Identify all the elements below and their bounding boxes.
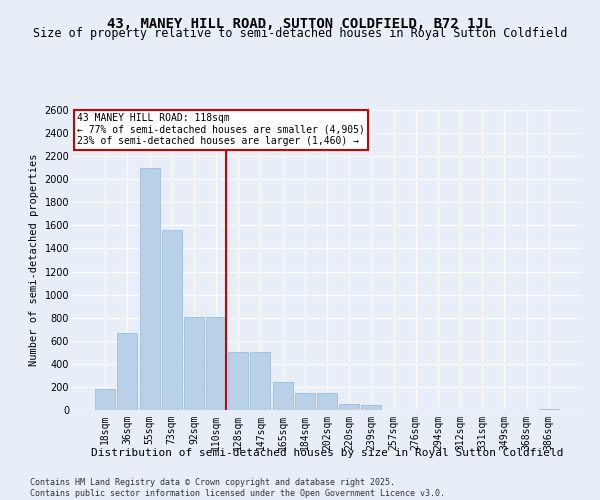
Bar [539, 409, 559, 410]
Text: 43 MANEY HILL ROAD: 118sqm
← 77% of semi-detached houses are smaller (4,905)
23%: 43 MANEY HILL ROAD: 118sqm ← 77% of semi… [77, 113, 365, 146]
Bar [250, 352, 271, 410]
Bar [95, 389, 115, 410]
Bar [361, 406, 382, 410]
Bar [184, 316, 204, 410]
Text: Size of property relative to semi-detached houses in Royal Sutton Coldfield: Size of property relative to semi-detach… [33, 28, 567, 40]
Text: Distribution of semi-detached houses by size in Royal Sutton Coldfield: Distribution of semi-detached houses by … [91, 448, 563, 458]
Bar [228, 352, 248, 410]
Bar [272, 382, 293, 410]
Bar [118, 332, 137, 410]
Bar [206, 316, 226, 410]
Bar [339, 404, 359, 410]
Bar [140, 168, 160, 410]
Text: 43, MANEY HILL ROAD, SUTTON COLDFIELD, B72 1JL: 43, MANEY HILL ROAD, SUTTON COLDFIELD, B… [107, 18, 493, 32]
Text: Contains HM Land Registry data © Crown copyright and database right 2025.
Contai: Contains HM Land Registry data © Crown c… [30, 478, 445, 498]
Bar [317, 392, 337, 410]
Bar [162, 230, 182, 410]
Y-axis label: Number of semi-detached properties: Number of semi-detached properties [29, 154, 39, 366]
Bar [295, 392, 315, 410]
